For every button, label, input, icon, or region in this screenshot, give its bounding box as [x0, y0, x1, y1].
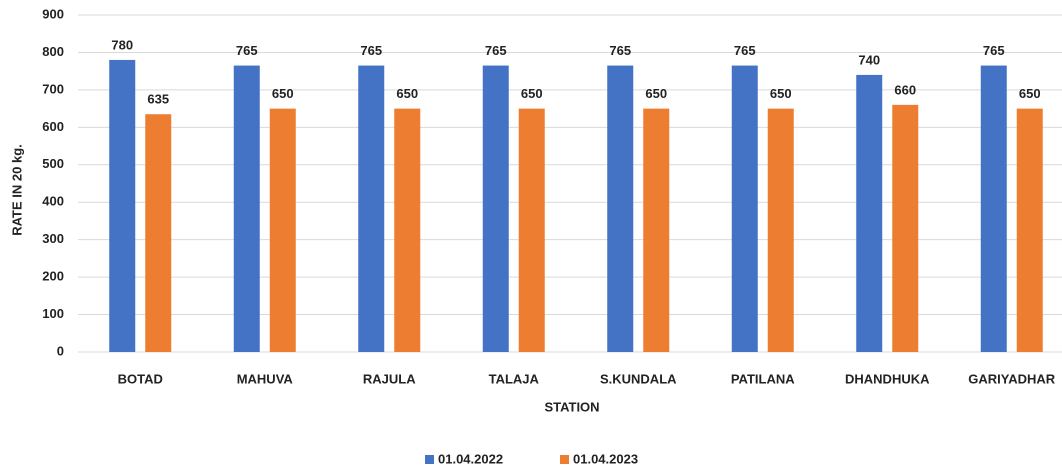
bar	[233, 65, 260, 353]
x-tick-label: BOTAD	[118, 371, 163, 386]
y-tick-label: 500	[42, 156, 64, 171]
x-tick-label: RAJULA	[363, 371, 416, 386]
bar	[518, 108, 545, 352]
bar	[892, 104, 919, 352]
data-label: 635	[147, 92, 169, 107]
bar	[980, 65, 1007, 353]
x-tick-label: S.KUNDALA	[600, 371, 677, 386]
data-label: 650	[396, 86, 418, 101]
data-label: 765	[485, 43, 507, 58]
y-tick-label: 800	[42, 44, 64, 59]
x-tick-label: GARIYADHAR	[968, 371, 1056, 386]
bar	[731, 65, 758, 353]
y-tick-label: 400	[42, 194, 64, 209]
bar	[856, 74, 883, 353]
x-axis-label: STATION	[544, 399, 599, 414]
bar	[1016, 108, 1043, 352]
bar	[109, 59, 136, 352]
y-axis-label: RATE IN 20 kg.	[9, 144, 24, 236]
y-tick-label: 200	[42, 269, 64, 284]
legend-swatch	[560, 455, 569, 464]
legend-label: 01.04.2022	[438, 451, 503, 466]
legend-swatch	[425, 455, 434, 464]
x-tick-label: MAHUVA	[237, 371, 294, 386]
bar	[394, 108, 421, 352]
data-label: 650	[1019, 86, 1041, 101]
bar	[643, 108, 670, 352]
legend-label: 01.04.2023	[573, 451, 638, 466]
data-label: 650	[645, 86, 667, 101]
bar	[607, 65, 634, 353]
data-label: 650	[521, 86, 543, 101]
data-label: 765	[609, 43, 631, 58]
bar	[358, 65, 385, 353]
data-label: 660	[894, 82, 916, 97]
data-label: 740	[858, 52, 880, 67]
bar	[482, 65, 509, 353]
data-label: 765	[983, 43, 1005, 58]
data-label: 780	[111, 37, 133, 52]
bar	[767, 108, 794, 352]
bar	[145, 114, 172, 352]
data-label: 650	[770, 86, 792, 101]
x-tick-label: DHANDHUKA	[845, 371, 930, 386]
bar	[269, 108, 296, 352]
data-label: 765	[734, 43, 756, 58]
y-tick-label: 300	[42, 231, 64, 246]
data-label: 765	[236, 43, 258, 58]
data-label: 650	[272, 86, 294, 101]
y-tick-label: 900	[42, 6, 64, 21]
y-tick-label: 0	[57, 343, 64, 358]
y-tick-label: 700	[42, 81, 64, 96]
x-tick-label: TALAJA	[489, 371, 540, 386]
y-tick-label: 100	[42, 306, 64, 321]
x-tick-label: PATILANA	[731, 371, 795, 386]
data-label: 765	[360, 43, 382, 58]
y-tick-label: 600	[42, 119, 64, 134]
